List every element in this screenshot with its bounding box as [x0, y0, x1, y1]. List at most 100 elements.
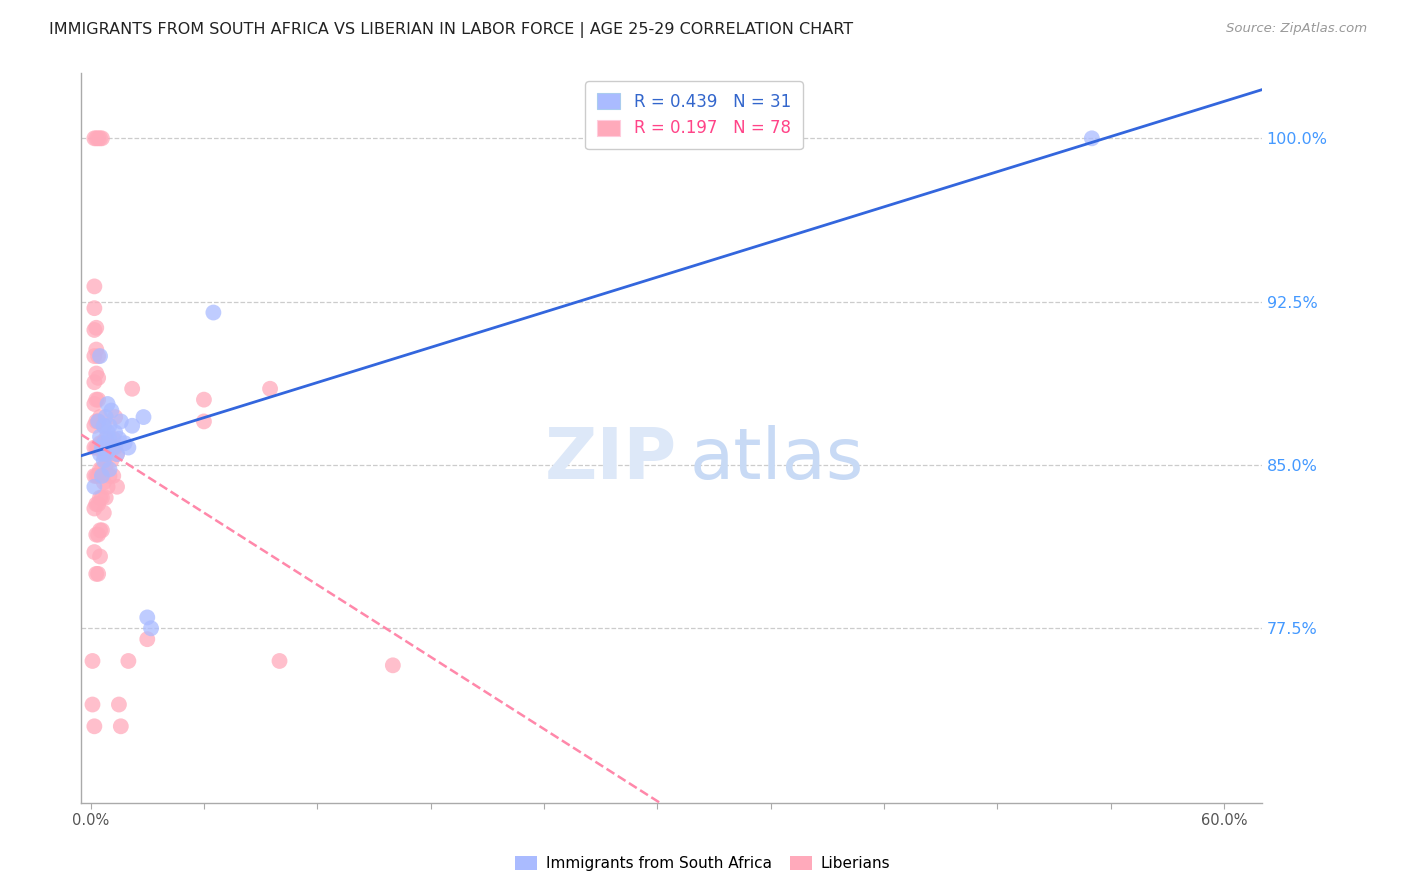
Point: [90, 441, 112, 455]
Text: atlas: atlas: [689, 425, 863, 494]
Point: [87, 371, 110, 385]
Point: [83, 719, 105, 733]
Point: [87, 527, 110, 541]
Point: [94, 410, 117, 425]
Point: [87, 131, 110, 145]
Point: [83, 397, 105, 411]
Point: [202, 305, 225, 319]
Point: [97, 447, 120, 461]
Point: [90, 462, 112, 476]
Point: [87, 414, 110, 428]
Point: [87, 497, 110, 511]
Point: [110, 719, 132, 733]
Point: [89, 410, 111, 425]
Point: [83, 375, 105, 389]
Point: [136, 632, 159, 647]
Point: [193, 392, 215, 407]
Point: [93, 475, 115, 490]
Point: [89, 524, 111, 538]
Point: [83, 349, 105, 363]
Point: [98, 468, 121, 483]
Point: [83, 418, 105, 433]
Point: [100, 453, 122, 467]
Point: [94, 458, 117, 472]
Point: [83, 323, 105, 337]
Point: [98, 432, 121, 446]
Point: [87, 566, 110, 581]
Point: [93, 453, 115, 467]
Point: [94, 447, 117, 461]
Point: [136, 610, 159, 624]
Point: [103, 441, 125, 455]
Point: [93, 418, 115, 433]
Point: [114, 436, 136, 450]
Point: [1081, 131, 1104, 145]
Point: [259, 382, 281, 396]
Point: [90, 491, 112, 505]
Point: [82, 698, 104, 712]
Point: [83, 131, 105, 145]
Point: [83, 468, 105, 483]
Point: [117, 654, 139, 668]
Text: ZIP: ZIP: [546, 425, 678, 494]
Point: [83, 279, 105, 293]
Point: [121, 418, 143, 433]
Point: [84, 527, 107, 541]
Point: [117, 441, 139, 455]
Point: [105, 447, 128, 461]
Point: [105, 447, 128, 461]
Point: [83, 501, 105, 516]
Point: [84, 320, 107, 334]
Point: [89, 131, 111, 145]
Text: Source: ZipAtlas.com: Source: ZipAtlas.com: [1226, 22, 1367, 36]
Point: [132, 410, 155, 425]
Point: [90, 468, 112, 483]
Point: [89, 430, 111, 444]
Point: [89, 462, 111, 476]
Legend: Immigrants from South Africa, Liberians: Immigrants from South Africa, Liberians: [509, 850, 897, 877]
Point: [84, 392, 107, 407]
Point: [89, 549, 111, 564]
Point: [89, 447, 111, 461]
Point: [84, 414, 107, 428]
Point: [90, 131, 112, 145]
Point: [93, 436, 115, 450]
Point: [83, 480, 105, 494]
Point: [103, 468, 125, 483]
Point: [87, 392, 110, 407]
Point: [110, 414, 132, 428]
Point: [381, 658, 404, 673]
Point: [93, 447, 115, 461]
Point: [89, 349, 111, 363]
Point: [105, 480, 128, 494]
Point: [97, 480, 120, 494]
Point: [84, 131, 107, 145]
Point: [83, 545, 105, 559]
Point: [84, 441, 107, 455]
Point: [269, 654, 291, 668]
Point: [87, 468, 110, 483]
Point: [94, 432, 117, 446]
Point: [84, 367, 107, 381]
Point: [82, 654, 104, 668]
Point: [108, 432, 131, 446]
Point: [93, 506, 115, 520]
Point: [89, 491, 111, 505]
Point: [90, 524, 112, 538]
Point: [84, 566, 107, 581]
Point: [104, 410, 127, 425]
Point: [90, 436, 112, 450]
Point: [108, 698, 131, 712]
Point: [87, 414, 110, 428]
Point: [94, 491, 117, 505]
Point: [89, 436, 111, 450]
Point: [98, 418, 121, 433]
Point: [104, 425, 127, 440]
Point: [84, 343, 107, 357]
Point: [97, 425, 120, 440]
Point: [83, 441, 105, 455]
Point: [139, 621, 162, 635]
Point: [121, 382, 143, 396]
Point: [83, 301, 105, 315]
Point: [93, 418, 115, 433]
